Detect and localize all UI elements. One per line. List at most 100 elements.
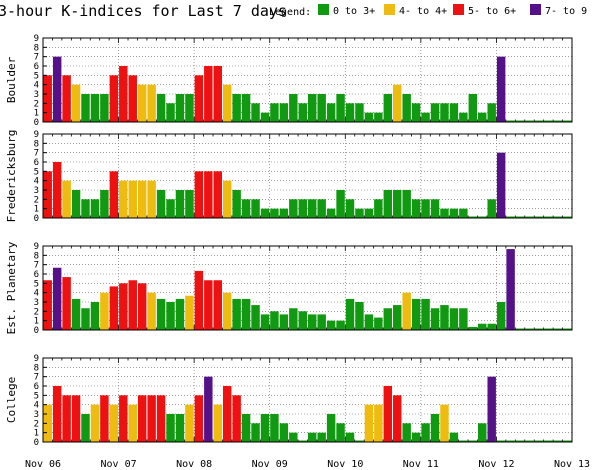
bar [345, 199, 355, 218]
bar [402, 190, 411, 218]
bar [544, 216, 553, 218]
bar [374, 404, 383, 442]
bar [185, 94, 194, 122]
bar [496, 440, 506, 442]
bar [506, 440, 515, 442]
bar [449, 103, 459, 122]
bar [260, 208, 270, 218]
y-tick-label: 7 [34, 373, 39, 383]
bar [137, 84, 147, 122]
panel-ylabel: Boulder [5, 56, 18, 103]
bar [374, 112, 383, 122]
bar [147, 395, 156, 442]
bar [71, 84, 81, 122]
bar [166, 414, 175, 442]
bar [383, 94, 393, 122]
bar [468, 326, 478, 330]
bar [515, 440, 525, 442]
bar [222, 292, 232, 330]
bar [440, 404, 449, 442]
y-tick-label: 0 [34, 438, 39, 448]
legend-swatch-3 [530, 4, 541, 15]
legend-swatch-2 [453, 4, 464, 15]
bar [393, 190, 402, 218]
bar [487, 103, 496, 122]
bar [308, 432, 317, 442]
bar [317, 94, 326, 122]
bar [383, 308, 393, 330]
bar [241, 199, 251, 218]
bar [90, 94, 100, 122]
bar [147, 292, 156, 330]
bar [336, 94, 345, 122]
bar [534, 120, 544, 122]
bar [298, 440, 307, 442]
bar [137, 180, 147, 218]
bar [185, 295, 194, 330]
bar [185, 190, 194, 218]
bar [185, 404, 194, 442]
bar [62, 75, 71, 122]
bar [383, 386, 393, 442]
bar [109, 75, 119, 122]
bar [270, 311, 279, 330]
bar [355, 103, 364, 122]
bar [175, 94, 185, 122]
panel-ylabel: Est. Planetary [5, 241, 18, 334]
bar [459, 208, 468, 218]
bar [515, 216, 525, 218]
bar [194, 395, 204, 442]
bar [317, 199, 326, 218]
legend: 0 to 3+ 4- to 4+ 5- to 6+ 7- to 9 [318, 4, 587, 17]
y-tick-label: 8 [34, 363, 39, 373]
bar [393, 305, 402, 330]
bar [506, 216, 515, 218]
bar [270, 103, 279, 122]
bar [298, 311, 307, 330]
bar [43, 404, 52, 442]
bar [355, 208, 364, 218]
bar [478, 216, 487, 218]
bar [289, 308, 298, 330]
bar [355, 440, 364, 442]
y-tick-label: 7 [34, 261, 39, 271]
bar [128, 404, 137, 442]
bar [326, 103, 336, 122]
y-tick-label: 3 [34, 298, 39, 308]
bar [213, 404, 222, 442]
bar [430, 414, 440, 442]
bar [440, 103, 449, 122]
bar [308, 314, 317, 330]
y-tick-label: 1 [34, 205, 39, 215]
legend-swatch-0 [318, 4, 329, 15]
bar [421, 298, 430, 330]
bar [326, 320, 336, 330]
bar [440, 305, 449, 330]
bar [534, 328, 544, 330]
x-tick-label: Nov 06 [25, 459, 61, 470]
panel-ylabel: College [5, 377, 18, 423]
bar [525, 440, 534, 442]
bar [90, 199, 100, 218]
bar [279, 103, 289, 122]
y-tick-label: 1 [34, 109, 39, 119]
bar [364, 208, 374, 218]
bar [251, 305, 260, 330]
y-tick-label: 8 [34, 251, 39, 261]
bar [194, 171, 204, 218]
y-tick-label: 9 [34, 34, 39, 44]
bar [317, 432, 326, 442]
x-tick-label: Nov 09 [252, 459, 288, 470]
bar [515, 120, 525, 122]
legend-entry-0: 0 to 3+ [333, 6, 375, 17]
bar [411, 298, 421, 330]
bar [43, 280, 52, 330]
bar [109, 171, 119, 218]
bar [175, 298, 185, 330]
y-tick-label: 6 [34, 62, 39, 72]
bar [289, 432, 298, 442]
y-tick-label: 0 [34, 326, 39, 336]
y-tick-label: 9 [34, 242, 39, 252]
